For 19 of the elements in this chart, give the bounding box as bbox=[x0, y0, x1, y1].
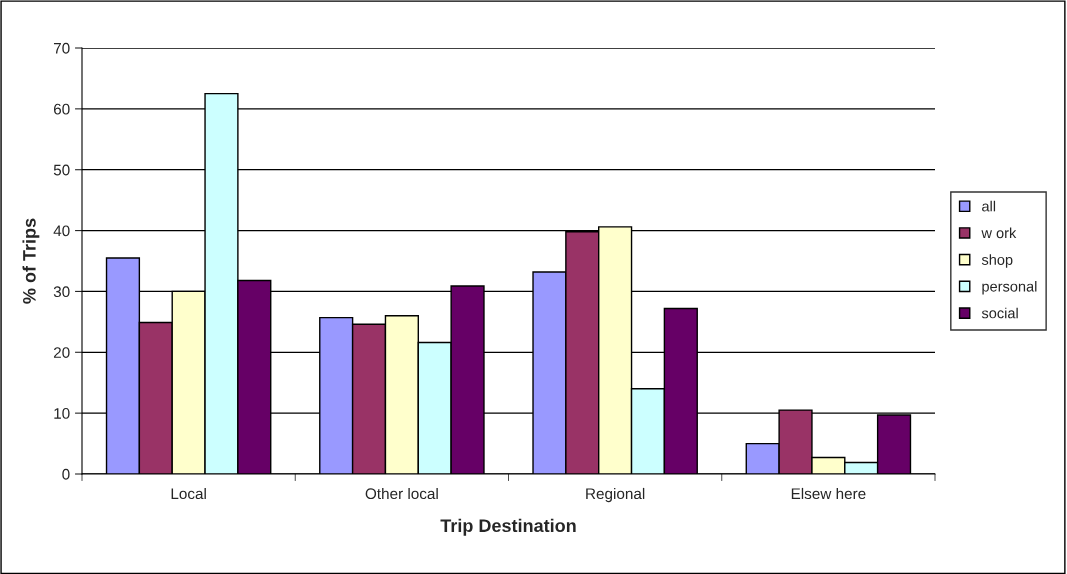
legend-label: all bbox=[982, 200, 996, 212]
y-tick-label: 50 bbox=[53, 164, 70, 176]
y-tick-label: 40 bbox=[53, 225, 70, 237]
y-tick-label: 60 bbox=[53, 103, 70, 115]
legend-label: personal bbox=[982, 280, 1037, 295]
x-axis-title: Trip Destination bbox=[440, 518, 576, 536]
legend-label: shop bbox=[981, 254, 1013, 268]
y-tick-label: 10 bbox=[54, 408, 70, 419]
legend-label: social bbox=[981, 307, 1018, 319]
x-tick-label: Elsew here bbox=[791, 487, 866, 500]
legend-label: w ork bbox=[981, 227, 1017, 239]
y-tick-label: 70 bbox=[53, 42, 70, 54]
y-axis-title: % of Trips bbox=[22, 218, 40, 304]
y-tick-label: 30 bbox=[53, 286, 70, 298]
x-tick-label: Regional bbox=[586, 487, 645, 503]
x-tick-label: Other local bbox=[365, 487, 438, 500]
x-tick-label: Local bbox=[171, 487, 206, 500]
y-tick-label: 20 bbox=[53, 347, 70, 358]
y-tick-label: 0 bbox=[62, 468, 70, 480]
